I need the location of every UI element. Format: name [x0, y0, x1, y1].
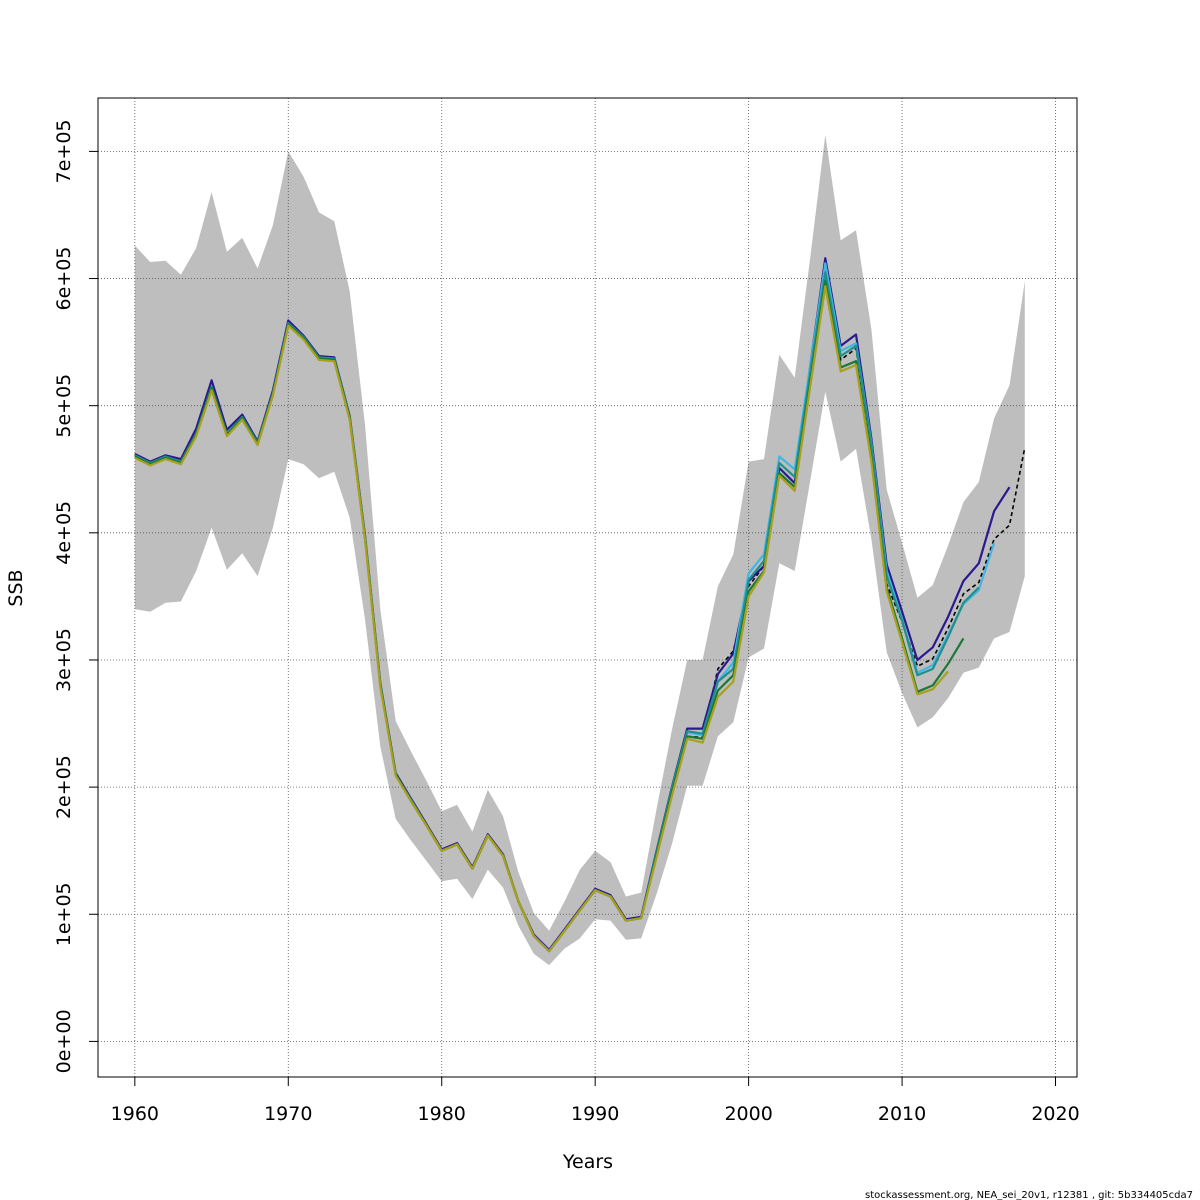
x-axis-title: Years: [562, 1151, 613, 1173]
y-tick-label-6e+05: 6e+05: [53, 247, 75, 311]
grid-layer: [98, 98, 1077, 1077]
x-tick-label-1960: 1960: [111, 1103, 159, 1125]
series-layer: [134, 257, 1026, 953]
axis-layer: 1960 1970 1980 1990 2000 2010 2020 0e+00 1e+05 2e…: [53, 119, 1080, 1125]
y-tick-label-0e+00: 0e+00: [53, 1009, 75, 1073]
x-tick-label-2020: 2020: [1031, 1103, 1079, 1125]
y-tick-label-4e+05: 4e+05: [53, 501, 75, 565]
footer-credit: stockassessment.org, NEA_sei_20v1, r1238…: [865, 1190, 1193, 1200]
confidence-band-layer: [134, 134, 1025, 966]
x-tick-label-2010: 2010: [878, 1103, 926, 1125]
x-tick-label-1990: 1990: [571, 1103, 619, 1125]
y-tick-label-2e+05: 2e+05: [53, 755, 75, 819]
x-tick-label-2000: 2000: [724, 1103, 772, 1125]
y-tick-label-3e+05: 3e+05: [53, 628, 75, 692]
x-tick-label-1980: 1980: [418, 1103, 466, 1125]
y-tick-label-7e+05: 7e+05: [53, 119, 75, 183]
series-line-olive: [134, 285, 949, 953]
y-axis-title: SSB: [5, 569, 27, 606]
confidence-band: [134, 134, 1025, 966]
y-tick-label-1e+05: 1e+05: [53, 882, 75, 946]
x-tick-label-1970: 1970: [264, 1103, 312, 1125]
plot-frame: [97, 97, 1078, 1078]
series-line-light-blue: [670, 262, 996, 789]
y-tick-label-5e+05: 5e+05: [53, 374, 75, 438]
